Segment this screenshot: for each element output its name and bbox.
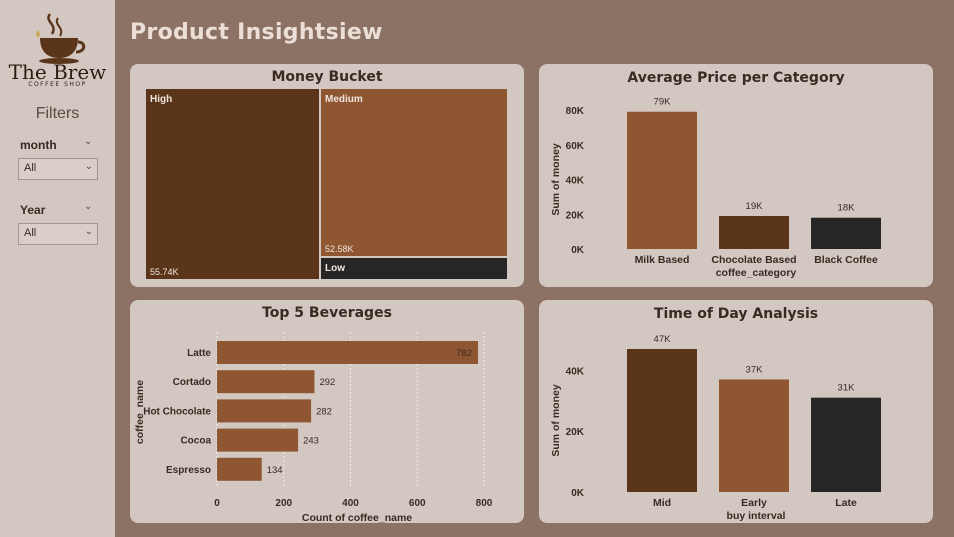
x-tick-label: 0 — [214, 498, 220, 509]
y-tick-label: 20K — [566, 427, 585, 438]
x-tick-label: Late — [835, 497, 857, 509]
avg-price-chart: 0K 20K 40K 60K 80K 79K Milk Based 19K Chocolate … — [550, 97, 881, 279]
month-dropdown[interactable]: All ⌄ — [18, 158, 98, 180]
top5-panel: Top 5 Beverages 0 200 400 600 800 Latte 782 Cor… — [130, 300, 524, 523]
logo-name: The Brew — [8, 60, 107, 84]
bar-value-label: 19K — [746, 201, 764, 212]
x-tick-label: Mid — [653, 497, 671, 509]
treemap-value-high: 55.74K — [150, 267, 179, 277]
y-tick-label: 0K — [571, 245, 585, 256]
bar — [217, 399, 312, 423]
y-tick-label: Cortado — [173, 377, 211, 388]
bar — [217, 428, 299, 452]
treemap-label-high: High — [150, 94, 172, 105]
x-tick-label: 600 — [409, 498, 426, 509]
top5-chart: 0 200 400 600 800 Latte 782 Cortado 292 Hot Choco… — [134, 332, 493, 523]
y-tick-label: 80K — [566, 106, 585, 117]
page-title: Product Insightsiew — [130, 20, 383, 45]
y-tick-label: Cocoa — [180, 436, 211, 447]
money-bucket-treemap: High 55.74K Medium 52.58K Low — [146, 89, 507, 279]
bar — [811, 397, 881, 492]
bar-value-label: 18K — [838, 203, 856, 214]
money-bucket-panel: Money Bucket High 55.74K Medium 52.58K Low — [130, 64, 524, 287]
bar — [217, 370, 315, 394]
bar — [627, 111, 697, 249]
year-dropdown-value: All — [24, 227, 37, 239]
money-bucket-title: Money Bucket — [271, 69, 383, 85]
bar-value-label: 47K — [654, 334, 672, 345]
treemap-tile-medium — [321, 89, 507, 256]
month-dropdown-value: All — [24, 162, 37, 174]
bar-value-label: 782 — [456, 348, 472, 359]
y-tick-label: 60K — [566, 141, 585, 152]
treemap-tile-high — [146, 89, 319, 279]
x-tick-label: Early — [741, 497, 767, 509]
bar — [811, 217, 881, 249]
chevron-down-icon: ⌄ — [84, 226, 93, 237]
bar — [719, 379, 789, 492]
year-dropdown[interactable]: All ⌄ — [18, 223, 98, 245]
y-axis-label: Sum of money — [550, 143, 562, 216]
x-tick-label: Milk Based — [635, 254, 690, 266]
x-tick-label: Black Coffee — [814, 254, 878, 266]
y-tick-label: Hot Chocolate — [143, 406, 211, 417]
y-tick-label: Latte — [187, 348, 211, 359]
bar — [217, 457, 262, 481]
bar-value-label: 37K — [746, 364, 764, 375]
bar — [719, 215, 789, 249]
treemap-label-low: Low — [325, 263, 345, 274]
x-tick-label: 400 — [342, 498, 359, 509]
year-filter-label: Year — [20, 203, 46, 217]
time-of-day-chart: 0K 20K 40K 47K Mid 37K Early 31K Late buy interva… — [550, 334, 881, 522]
x-axis-label: coffee_category — [716, 267, 797, 279]
treemap-label-medium: Medium — [325, 94, 363, 105]
y-tick-label: 0K — [571, 488, 585, 499]
time-of-day-panel: Time of Day Analysis 0K 20K 40K 47K Mid 37K Ea… — [539, 300, 933, 523]
x-axis-label: buy interval — [727, 510, 786, 522]
bar-value-label: 292 — [319, 377, 335, 388]
bar — [217, 341, 478, 364]
chevron-down-icon[interactable]: ⌄ — [84, 201, 93, 212]
y-axis-label: Sum of money — [550, 384, 562, 457]
y-axis-label: coffee_name — [134, 380, 146, 444]
x-axis-label: Count of coffee_name — [302, 512, 412, 523]
x-tick-label: 200 — [275, 498, 292, 509]
month-filter-label: month — [20, 138, 57, 152]
y-tick-label: 40K — [566, 366, 585, 377]
chevron-down-icon: ⌄ — [84, 161, 93, 172]
y-tick-label: Espresso — [166, 465, 211, 476]
bar — [627, 349, 697, 492]
filters-heading: Filters — [35, 105, 80, 122]
avg-price-panel: Average Price per Category 0K 20K 40K 60K 80… — [539, 64, 933, 287]
bar-value-label: 243 — [303, 436, 319, 447]
time-of-day-title: Time of Day Analysis — [653, 306, 819, 322]
avg-price-title: Average Price per Category — [627, 70, 845, 86]
y-tick-label: 20K — [566, 210, 585, 221]
x-tick-label: Chocolate Based — [711, 254, 796, 266]
bar-value-label: 282 — [316, 406, 332, 417]
top5-title: Top 5 Beverages — [262, 305, 392, 321]
treemap-value-medium: 52.58K — [325, 244, 354, 254]
sidebar: The Brew COFFEE SHOP Filters month ⌄ All… — [0, 0, 115, 537]
bar-value-label: 31K — [838, 383, 856, 394]
bar-value-label: 134 — [267, 465, 283, 476]
treemap-tile-low — [321, 258, 507, 279]
y-tick-label: 40K — [566, 176, 585, 187]
coffee-cup-logo-icon — [36, 13, 86, 64]
bar-value-label: 79K — [654, 97, 672, 108]
chevron-down-icon[interactable]: ⌄ — [84, 136, 93, 147]
logo-subtitle: COFFEE SHOP — [28, 81, 87, 88]
x-tick-label: 800 — [476, 498, 493, 509]
